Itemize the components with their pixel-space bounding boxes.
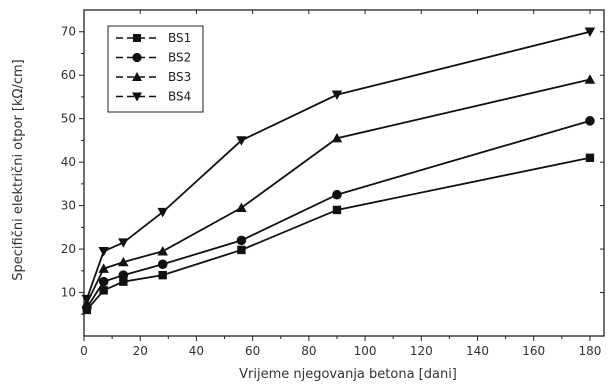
x-tick-label: 40 [189, 344, 204, 358]
data-point [584, 27, 596, 37]
data-point [236, 202, 247, 212]
data-point [158, 270, 167, 280]
y-tick-label: 60 [61, 68, 76, 82]
y-tick-label: 70 [61, 25, 76, 39]
plot-frame [83, 9, 605, 337]
data-point [98, 263, 109, 273]
data-point [332, 189, 342, 200]
x-tick-label: 160 [522, 344, 545, 358]
data-point [157, 245, 168, 256]
legend-marker-BS2 [132, 52, 142, 63]
data-point [331, 132, 343, 143]
x-tick-label: 180 [578, 344, 601, 358]
y-tick-label: 40 [61, 155, 76, 169]
data-point [585, 153, 595, 162]
legend-box [107, 25, 204, 113]
legend-marker-BS4 [132, 92, 142, 102]
legend-marker-BS1 [133, 34, 141, 42]
ticks: 0 20 40 60 80 100 120 140 160 180 10 20 30 40 50 60 70 [61, 10, 604, 358]
data-point [118, 256, 129, 267]
y-tick-label: 20 [61, 242, 76, 256]
series-layer [81, 27, 596, 315]
data-point [118, 270, 129, 280]
data-point [236, 235, 247, 246]
x-tick-label: 140 [466, 344, 489, 358]
data-point [585, 116, 595, 126]
data-point [584, 74, 596, 84]
data-point [98, 247, 109, 257]
series-BS4 [81, 27, 596, 305]
data-point [118, 238, 129, 248]
x-tick-label: 0 [80, 344, 88, 358]
data-point [98, 276, 109, 287]
x-tick-label: 100 [354, 344, 377, 358]
x-tick-label: 120 [410, 344, 433, 358]
y-tick-label: 30 [61, 199, 76, 213]
series-line-BS1 [86, 156, 591, 311]
axes [83, 9, 605, 337]
legend-label-BS1: BS1 [168, 31, 191, 45]
series-BS1 [82, 153, 595, 315]
data-point [237, 245, 246, 255]
data-point [157, 259, 168, 270]
data-point [119, 277, 128, 286]
data-point [331, 90, 343, 101]
x-tick-label: 20 [133, 344, 148, 358]
x-tick-label: 60 [245, 344, 260, 358]
legend: BS1 BS2 BS3 BS4 [107, 25, 204, 113]
x-axis-title: Vrijeme njegovanja betona [dani] [239, 367, 457, 382]
legend-label-BS3: BS3 [168, 70, 191, 84]
legend-marker-BS3 [132, 72, 142, 81]
data-point [332, 205, 342, 215]
y-axis-title: Specifični električni otpor [kΩ/cm] [11, 59, 26, 280]
data-point [81, 294, 93, 305]
x-tick-label: 80 [301, 344, 316, 358]
y-tick-label: 50 [61, 112, 76, 126]
data-point [99, 286, 108, 295]
data-point [236, 136, 247, 146]
legend-label-BS4: BS4 [168, 90, 191, 104]
y-tick-label: 10 [61, 286, 76, 300]
legend-label-BS2: BS2 [168, 51, 191, 65]
data-point [157, 207, 168, 218]
